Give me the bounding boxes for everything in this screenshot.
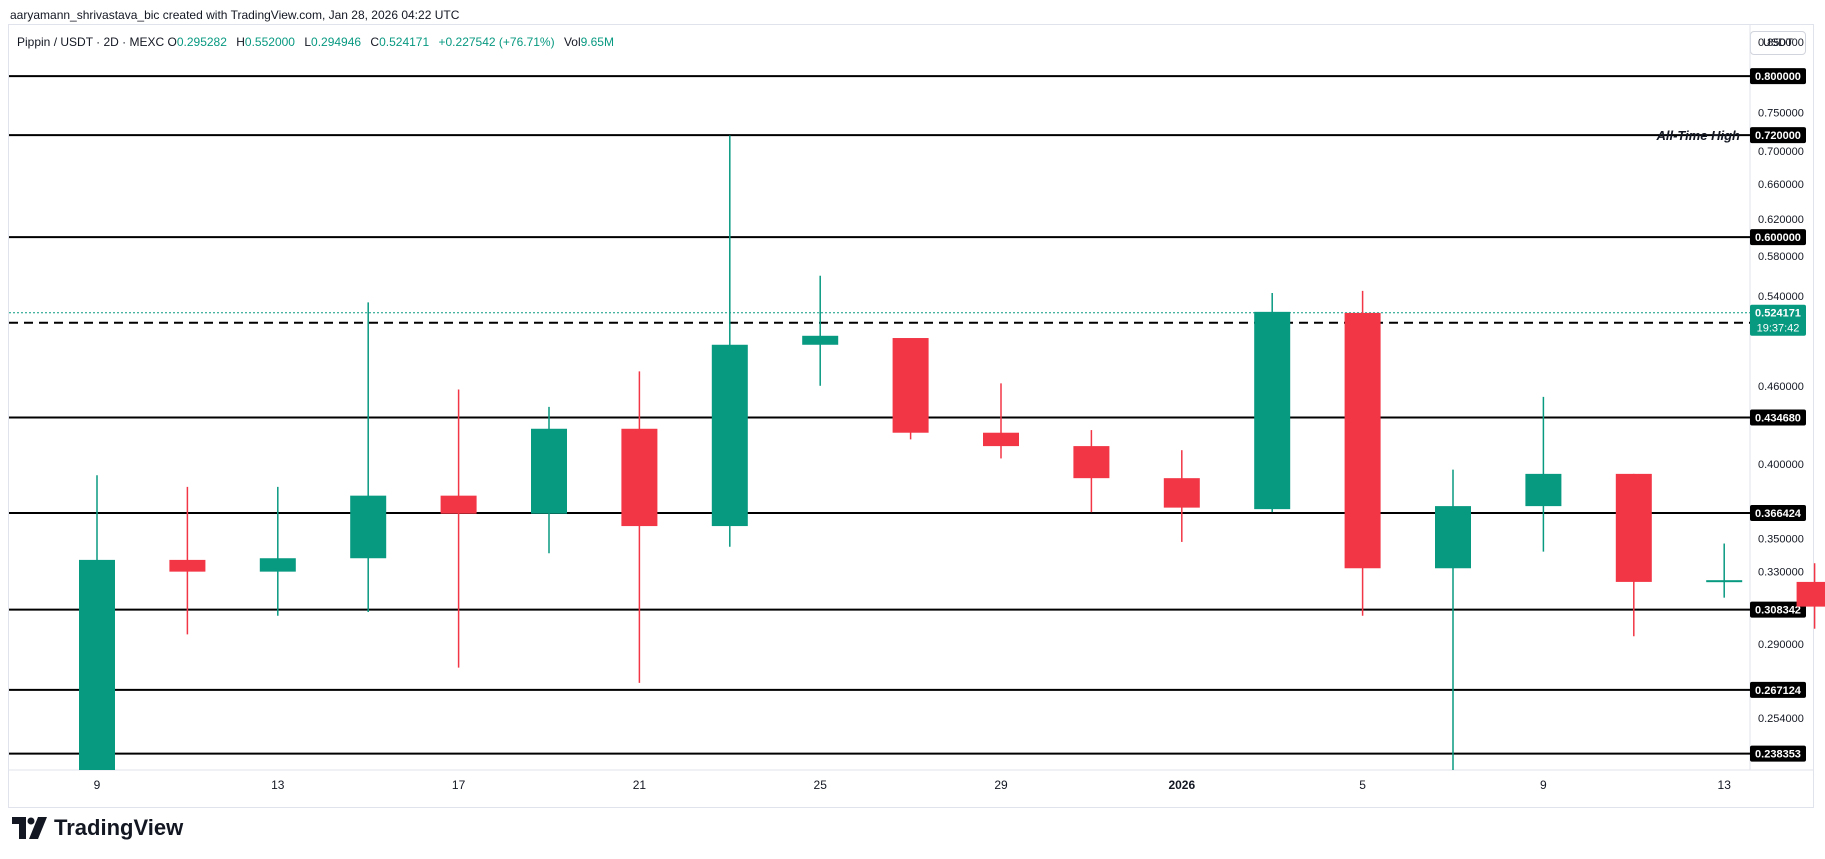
y-tick-label: 0.750000 bbox=[1758, 107, 1804, 119]
candle-body[interactable] bbox=[350, 495, 387, 559]
last-price-tag-bg bbox=[1750, 304, 1806, 336]
candle-body[interactable] bbox=[1796, 581, 1825, 607]
level-price-tag-bg bbox=[1750, 745, 1806, 762]
all-time-high-annotation: All-Time High bbox=[1655, 128, 1740, 143]
candle-body[interactable] bbox=[711, 344, 748, 527]
y-tick-label: 0.460000 bbox=[1758, 381, 1804, 393]
chart-attribution: aaryamann_shrivastava_bic created with T… bbox=[10, 8, 460, 22]
y-tick-label: 0.254000 bbox=[1758, 713, 1804, 725]
y-tick-label: 0.700000 bbox=[1758, 146, 1804, 158]
candle-body[interactable] bbox=[1525, 473, 1562, 507]
level-price-tag-bg bbox=[1750, 505, 1806, 522]
bar-countdown: 19:37:42 bbox=[1757, 323, 1800, 335]
x-tick-label: 17 bbox=[452, 778, 466, 792]
candle-body[interactable] bbox=[1435, 506, 1471, 569]
x-tick-label: 9 bbox=[94, 778, 101, 792]
legend-high-label: H bbox=[236, 35, 245, 49]
level-price-tag-bg bbox=[1750, 681, 1806, 698]
y-tick-label: 0.660000 bbox=[1758, 179, 1804, 191]
symbol-legend[interactable]: Pippin / USDT · 2D · MEXC O0.295282 H0.5… bbox=[17, 35, 620, 49]
tradingview-logo: TradingView bbox=[12, 815, 183, 841]
x-tick-label: 13 bbox=[271, 778, 285, 792]
legend-open-label: O bbox=[167, 35, 177, 49]
level-price-tag: 0.434680 bbox=[1755, 412, 1801, 424]
last-price-tag: 0.524171 bbox=[1755, 308, 1801, 320]
x-tick-label: 13 bbox=[1718, 778, 1732, 792]
legend-low-label: L bbox=[304, 35, 312, 49]
level-price-tag-bg bbox=[1750, 601, 1806, 618]
candle-body[interactable] bbox=[802, 335, 839, 345]
y-tick-label: 0.290000 bbox=[1758, 639, 1804, 651]
legend-low-value: 0.294946 bbox=[311, 35, 362, 49]
level-price-tag: 0.267124 bbox=[1755, 685, 1802, 697]
candle-body[interactable] bbox=[531, 428, 567, 514]
candle-body[interactable] bbox=[259, 558, 296, 572]
tradingview-logo-text: TradingView bbox=[54, 815, 184, 840]
candle-body[interactable] bbox=[983, 432, 1019, 447]
x-tick-label: 25 bbox=[814, 778, 828, 792]
legend-change: +0.227542 (+76.71%) bbox=[438, 35, 555, 49]
legend-symbol[interactable]: Pippin / USDT · 2D · MEXC bbox=[17, 35, 165, 49]
y-tick-label: 0.540000 bbox=[1758, 291, 1804, 303]
candle-body[interactable] bbox=[79, 559, 115, 770]
y-tick-label: 0.850000 bbox=[1758, 37, 1804, 49]
candle-body[interactable] bbox=[1615, 473, 1652, 582]
candle-body[interactable] bbox=[892, 338, 929, 433]
level-price-tag-bg bbox=[1750, 68, 1806, 85]
y-tick-label: 0.330000 bbox=[1758, 567, 1804, 579]
candle-body[interactable] bbox=[1344, 312, 1381, 569]
candle-body[interactable] bbox=[1163, 478, 1200, 508]
candle-body[interactable] bbox=[1073, 446, 1110, 479]
y-tick-label: 0.580000 bbox=[1758, 251, 1804, 263]
level-price-tag-bg bbox=[1750, 127, 1806, 144]
candle-body[interactable] bbox=[169, 559, 206, 572]
candle-body[interactable] bbox=[621, 428, 658, 527]
level-price-tag-bg bbox=[1750, 229, 1806, 246]
x-tick-label: 21 bbox=[633, 778, 647, 792]
legend-volume-value: 9.65M bbox=[580, 35, 614, 49]
candle-body[interactable] bbox=[1706, 580, 1743, 583]
x-tick-label: 2026 bbox=[1168, 778, 1195, 792]
level-price-tag: 0.800000 bbox=[1755, 71, 1801, 83]
y-tick-label: 0.400000 bbox=[1758, 459, 1804, 471]
level-price-tag: 0.238353 bbox=[1755, 749, 1801, 761]
x-tick-label: 9 bbox=[1540, 778, 1547, 792]
legend-close-value: 0.524171 bbox=[379, 35, 430, 49]
level-price-tag: 0.720000 bbox=[1755, 130, 1801, 142]
candle-body[interactable] bbox=[1254, 311, 1291, 510]
level-price-tag-bg bbox=[1750, 409, 1806, 426]
legend-close-label: C bbox=[370, 35, 380, 49]
chart-frame bbox=[8, 24, 1814, 808]
legend-open-value: 0.295282 bbox=[176, 35, 227, 49]
y-tick-label: 0.620000 bbox=[1758, 214, 1804, 226]
tradingview-logo-icon bbox=[12, 817, 47, 839]
level-price-tag: 0.366424 bbox=[1755, 508, 1802, 520]
y-tick-label: 0.350000 bbox=[1758, 534, 1804, 546]
candle-body[interactable] bbox=[440, 495, 477, 514]
legend-high-value: 0.552000 bbox=[244, 35, 295, 49]
legend-volume-label: Vol bbox=[563, 35, 581, 49]
x-tick-label: 5 bbox=[1359, 778, 1366, 792]
x-tick-label: 29 bbox=[994, 778, 1008, 792]
level-price-tag: 0.600000 bbox=[1755, 232, 1801, 244]
level-price-tag: 0.308342 bbox=[1755, 605, 1801, 617]
